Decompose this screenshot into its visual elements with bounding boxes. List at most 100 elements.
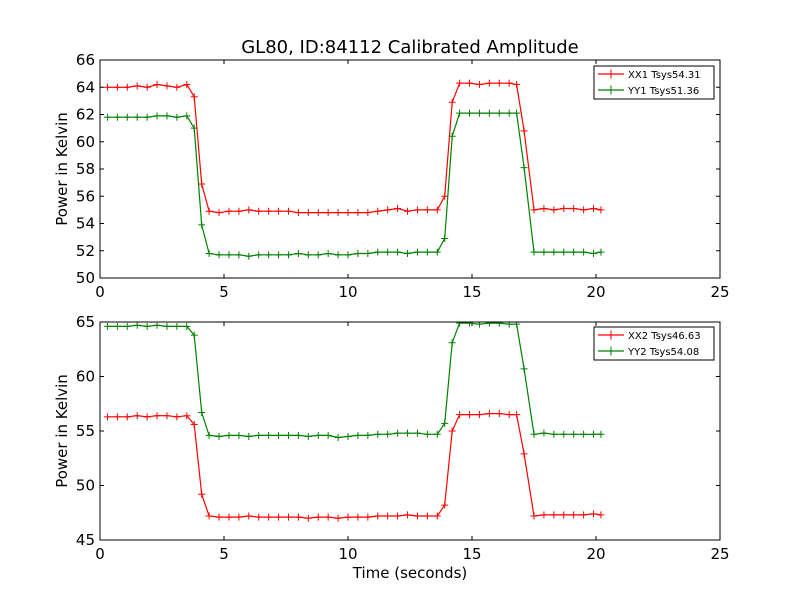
bottom-series-1-point [466, 322, 474, 327]
bottom-x-tick-label: 20 [586, 545, 605, 563]
top-series-1-point [590, 249, 598, 257]
bottom-series-0-point [344, 513, 352, 521]
bottom-series-1-point [495, 322, 503, 327]
bottom-y-tick-label: 45 [76, 531, 95, 549]
top-series-0-point [173, 83, 181, 91]
bottom-x-tick-label: 10 [338, 545, 357, 563]
top-series-0-point [384, 206, 392, 214]
bottom-series-0-point [364, 513, 372, 521]
top-series-1-point [394, 248, 402, 256]
top-series-0-point [394, 205, 402, 213]
top-series-0-point [215, 209, 223, 217]
top-series-0-point [334, 209, 342, 217]
top-series-1-point [123, 113, 131, 121]
top-series-0-point [205, 207, 213, 215]
bottom-series-0-point [580, 511, 588, 519]
top-series-0-point [103, 83, 111, 91]
bottom-series-0-point [456, 411, 464, 419]
top-series-1-point [448, 132, 456, 140]
bottom-series-line-1 [107, 322, 601, 439]
top-series-0-point [314, 209, 322, 217]
top-series-1-point [304, 251, 312, 259]
top-series-0-point [354, 209, 362, 217]
top-series-1-point [374, 248, 382, 256]
top-series-0-point [456, 79, 464, 87]
top-series-1-point [153, 112, 161, 120]
bottom-series-0-point [334, 514, 342, 522]
top-series-0-point [198, 180, 206, 188]
bottom-series-0-point [404, 511, 412, 519]
bottom-series-0-point [540, 511, 548, 519]
top-series-1-point [173, 113, 181, 121]
top-series-1-point [530, 248, 538, 256]
top-series-0-point [304, 209, 312, 217]
bottom-series-0-point [314, 513, 322, 521]
bottom-series-1-point [550, 430, 558, 438]
bottom-series-0-point [294, 513, 302, 521]
top-series-0-point [364, 209, 372, 217]
top-series-1-point [520, 164, 528, 172]
bottom-series-0-point [520, 450, 528, 458]
top-series-1-point [580, 248, 588, 256]
top-panel-y-axis-label: Power in Kelvin [53, 112, 71, 226]
bottom-series-0-point [590, 510, 598, 518]
bottom-series-0-point [570, 511, 578, 519]
top-series-0-point [374, 207, 382, 215]
top-y-tick-label: 56 [76, 187, 95, 205]
top-series-1-point [466, 109, 474, 117]
top-series-1-point [275, 251, 283, 259]
top-series-1-point [441, 234, 449, 242]
bottom-y-tick-label: 65 [76, 313, 95, 331]
bottom-series-1-point [394, 429, 402, 437]
bottom-series-0-point [215, 513, 223, 521]
top-series-1-point [456, 109, 464, 117]
bottom-series-0-point [513, 411, 521, 419]
top-series-1-point [560, 248, 568, 256]
bottom-series-1-point [560, 430, 568, 438]
top-series-1-point [570, 248, 578, 256]
bottom-series-1-point [304, 432, 312, 440]
bottom-series-1-point [133, 322, 141, 329]
top-y-tick-label: 58 [76, 160, 95, 178]
bottom-series-1-point [190, 331, 198, 339]
bottom-series-0-point [384, 512, 392, 520]
bottom-series-0-point [173, 413, 181, 421]
top-series-0-point [513, 81, 521, 89]
bottom-series-1-point [294, 431, 302, 439]
bottom-series-0-point [225, 513, 233, 521]
top-series-0-point [590, 205, 598, 213]
top-series-1-point [324, 249, 332, 257]
bottom-series-0-point [265, 513, 273, 521]
bottom-y-tick-label: 50 [76, 477, 95, 495]
bottom-series-1-point [580, 430, 588, 438]
top-y-tick-label: 62 [76, 106, 95, 124]
top-series-0-point [324, 209, 332, 217]
top-series-1-point [540, 248, 548, 256]
top-series-0-point [485, 79, 493, 87]
bottom-series-1-point [433, 430, 441, 438]
top-x-tick-label: 15 [462, 283, 481, 301]
top-series-1-point [265, 251, 273, 259]
bottom-series-1-point [255, 431, 263, 439]
bottom-series-1-point [423, 430, 431, 438]
bottom-series-0-point [475, 411, 483, 419]
top-series-0-point [433, 206, 441, 214]
bottom-panel-legend: XX2 Tsys46.63 YY2 Tsys54.08 [593, 326, 715, 361]
bottom-series-0-point [205, 512, 213, 520]
top-series-1-point [133, 113, 141, 121]
bottom-series-0-point [560, 511, 568, 519]
bottom-x-tick-label: 0 [95, 545, 105, 563]
bottom-series-0-point [550, 511, 558, 519]
bottom-series-1-point [113, 322, 121, 330]
bottom-series-1-point [163, 322, 171, 330]
top-series-0-point [344, 209, 352, 217]
top-series-0-point [580, 206, 588, 214]
top-series-0-point [153, 81, 161, 89]
top-x-tick-label: 25 [710, 283, 729, 301]
bottom-series-1-point [103, 322, 111, 330]
top-series-1-point [550, 248, 558, 256]
top-series-0-point [113, 83, 121, 91]
bottom-series-0-point [413, 512, 421, 520]
bottom-series-0-point [198, 490, 206, 498]
